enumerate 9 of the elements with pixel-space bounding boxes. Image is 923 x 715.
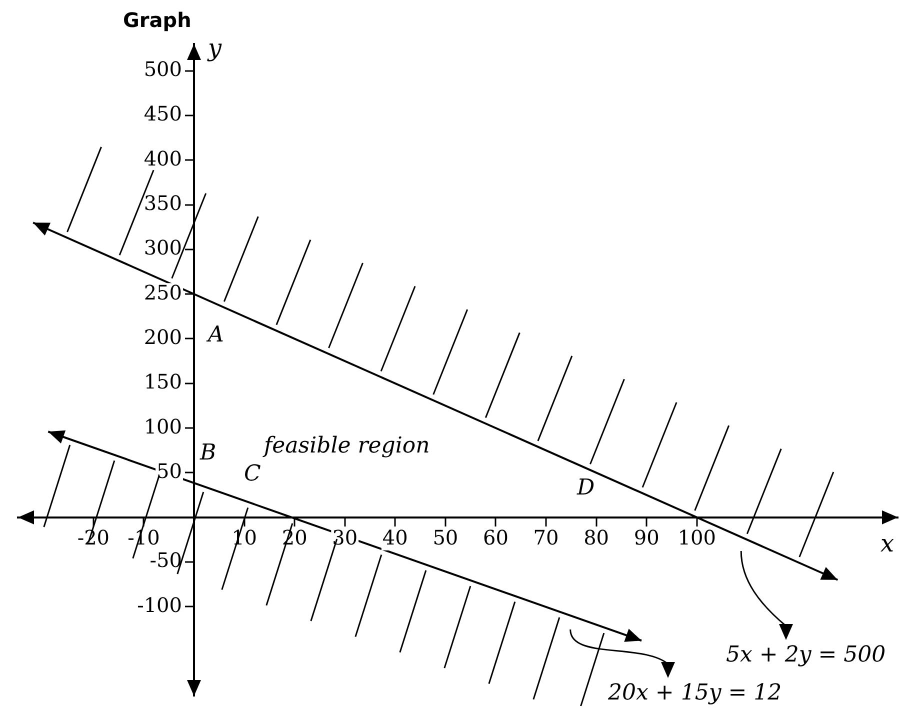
- y-tick-label: 500: [144, 57, 182, 81]
- annotation: 20x + 15y = 12: [607, 680, 782, 706]
- chart-title: Graph: [122, 8, 192, 34]
- y-tick-label: 450: [144, 102, 182, 126]
- y-axis-title: y: [207, 34, 222, 62]
- x-axis-title: x: [880, 530, 894, 558]
- annotation: 5x + 2y = 500: [726, 642, 886, 668]
- y-tick-label: 400: [144, 146, 182, 170]
- y-tick-label: 350: [144, 190, 182, 215]
